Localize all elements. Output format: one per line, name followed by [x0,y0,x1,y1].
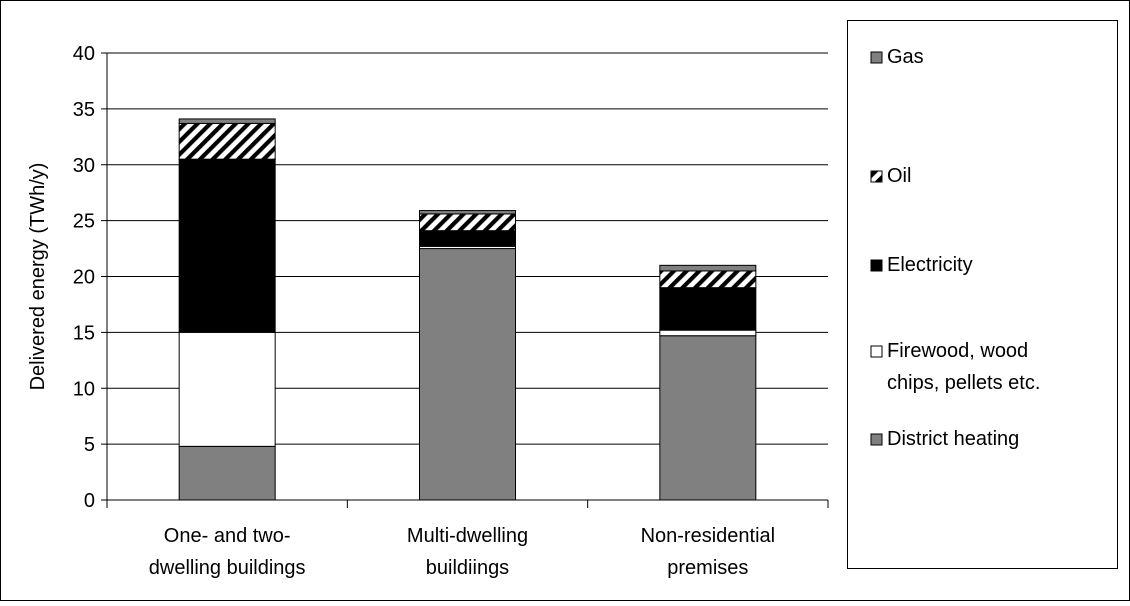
bar-segment [178,118,276,124]
x-tick-label: premises [667,557,748,579]
legend-swatch [870,51,883,64]
legend-label: Electricity [887,254,973,276]
legend: Gas Oil Electricity Firewood, wood chips, pe… [847,20,1118,569]
x-tick-label: Multi-dwelling [407,525,528,547]
bar-segment [419,230,516,247]
legend-label: Firewood, wood [887,340,1028,362]
x-tick-label: Non-residential [641,525,776,547]
x-tick-label: One- and two- [164,525,291,547]
legend-swatch [870,433,883,446]
legend-swatch [870,259,883,272]
bar-segment [659,329,757,337]
legend-swatch [870,170,883,183]
y-tick-label: 15 [73,322,95,344]
bar-segment [419,248,516,501]
y-tick-label: 5 [84,434,95,456]
bar-segment [659,264,757,272]
legend-box [847,20,1118,569]
y-tick-label: 40 [73,43,95,65]
legend-label: chips, pellets etc. [887,372,1040,394]
x-tick-label: dwelling buildings [149,557,306,579]
bar-segment [659,287,757,331]
legend-label: District heating [887,428,1019,450]
x-tick-label: buildiings [426,557,509,579]
y-tick-label: 35 [73,99,95,121]
y-tick-label: 30 [73,155,95,177]
plot-area: 0 5 10 15 20 25 30 35 40 Delivered energy (TWh/y)… [27,43,829,579]
y-tick-label: 0 [84,490,95,512]
bar-segment [178,158,276,333]
bar-segment [419,213,516,232]
bar-segment [178,331,276,447]
y-tick-label: 25 [73,211,95,233]
bar-segment [659,270,757,289]
y-axis-title: Delivered energy (TWh/y) [27,163,49,391]
y-tick-label: 20 [73,267,95,289]
bar-segment [419,210,516,215]
legend-swatch [870,345,883,358]
legend-label: Gas [887,46,924,68]
bar-segment [178,122,276,160]
legend-label: Oil [887,165,911,187]
bar-segment [178,445,276,501]
bar-segment [659,335,757,501]
y-tick-label: 10 [73,378,95,400]
